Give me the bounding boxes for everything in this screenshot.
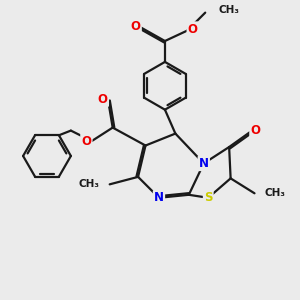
Text: CH₃: CH₃ (219, 5, 240, 15)
Text: CH₃: CH₃ (265, 188, 286, 198)
Text: N: N (154, 191, 164, 204)
Text: O: O (188, 22, 198, 36)
Text: O: O (131, 20, 141, 33)
Text: N: N (199, 157, 209, 170)
Text: O: O (98, 93, 108, 106)
Text: S: S (204, 191, 212, 204)
Text: O: O (81, 134, 92, 148)
Text: O: O (250, 124, 260, 137)
Text: CH₃: CH₃ (78, 179, 99, 189)
